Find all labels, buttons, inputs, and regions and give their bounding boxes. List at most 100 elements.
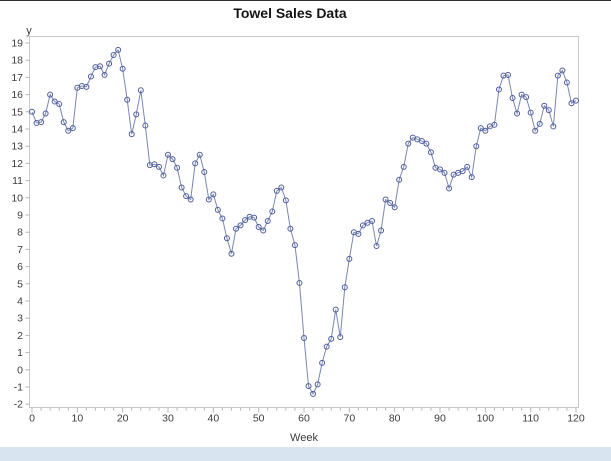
data-point-marker [69,125,76,132]
data-point-marker [51,98,58,105]
data-point-marker [38,119,45,126]
data-point-marker [464,163,471,170]
data-point-marker [473,143,480,150]
data-point-marker [56,101,63,108]
data-point-marker [273,187,280,194]
data-point-marker [291,242,298,249]
svg-text:60: 60 [298,413,310,425]
svg-text:40: 40 [207,413,219,425]
data-point-marker [87,73,94,80]
y-axis-label: y [26,25,32,37]
data-point-marker [550,123,557,130]
svg-text:12: 12 [11,158,23,170]
data-point-marker [65,127,72,134]
data-point-marker [96,63,103,70]
data-point-marker [436,166,443,173]
data-point-marker [554,72,561,79]
svg-text:10: 10 [71,413,83,425]
data-point-marker [545,107,552,114]
data-point-marker [337,334,344,341]
data-point-marker [119,65,126,72]
svg-text:17: 17 [11,72,23,84]
svg-text:19: 19 [11,38,23,50]
data-point-marker [192,160,199,167]
data-point-marker [323,343,330,350]
data-point-marker [391,204,398,211]
data-point-marker [205,196,212,203]
data-point-marker [532,127,539,134]
data-point-marker [373,242,380,249]
data-point-marker [201,169,208,175]
data-point-marker [300,334,307,341]
data-point-marker [260,227,267,234]
svg-text:-1: -1 [14,382,23,394]
data-point-marker [568,100,575,107]
data-point-marker [514,110,521,117]
data-point-marker [164,151,171,158]
data-point-marker [328,335,335,342]
svg-text:30: 30 [162,413,174,425]
data-point-marker [214,206,221,213]
svg-text:0: 0 [17,364,23,376]
window-top-edge [0,0,611,1]
data-point-marker [60,119,67,126]
data-point-marker [468,174,475,181]
svg-text:10: 10 [11,192,23,204]
data-point-marker [504,71,511,78]
data-point-marker [482,127,489,134]
data-point-marker [541,102,548,109]
data-point-marker [133,111,140,118]
data-point-marker [137,87,144,94]
data-point-marker [228,250,235,257]
svg-text:110: 110 [522,413,539,425]
svg-text:4: 4 [17,296,23,308]
data-point-marker [115,46,122,53]
svg-text:13: 13 [11,141,23,153]
data-point-marker [368,218,375,225]
data-point-marker [128,131,135,138]
data-point-marker [536,120,543,127]
x-axis-label: Week [290,432,318,444]
data-point-marker [378,227,385,234]
data-point-marker [563,79,570,86]
svg-text:50: 50 [253,413,265,425]
data-point-marker [332,306,339,313]
data-point-marker [400,163,407,170]
svg-text:1: 1 [17,347,23,359]
data-point-marker [418,138,425,145]
data-point-marker [269,208,276,215]
svg-text:2: 2 [17,330,23,342]
data-point-marker [355,230,362,237]
data-point-marker [196,151,203,158]
data-point-marker [559,67,566,74]
data-point-marker [427,149,434,156]
data-point-marker [264,218,271,225]
svg-text:11: 11 [12,175,23,187]
svg-text:5: 5 [17,278,23,290]
data-point-marker [296,279,303,286]
data-point-marker [83,83,90,90]
data-point-marker [142,122,149,129]
data-point-marker [310,390,317,397]
data-point-marker [305,383,312,390]
data-point-marker [405,140,412,147]
data-point-marker [110,52,117,59]
svg-text:16: 16 [11,89,23,101]
data-point-marker [219,215,226,222]
data-point-marker [160,172,167,179]
data-point-marker [169,156,176,163]
data-point-marker [42,110,49,117]
data-point-marker [101,71,108,78]
data-point-marker [237,222,244,229]
data-point-marker [509,95,516,102]
data-point-marker [495,86,502,93]
data-point-marker [527,109,534,116]
data-point-marker [319,359,326,366]
svg-text:120: 120 [567,413,585,425]
svg-text:9: 9 [17,210,23,222]
data-point-marker [183,193,190,200]
svg-text:20: 20 [117,413,129,425]
data-point-marker [523,94,530,101]
data-point-marker [477,125,484,132]
